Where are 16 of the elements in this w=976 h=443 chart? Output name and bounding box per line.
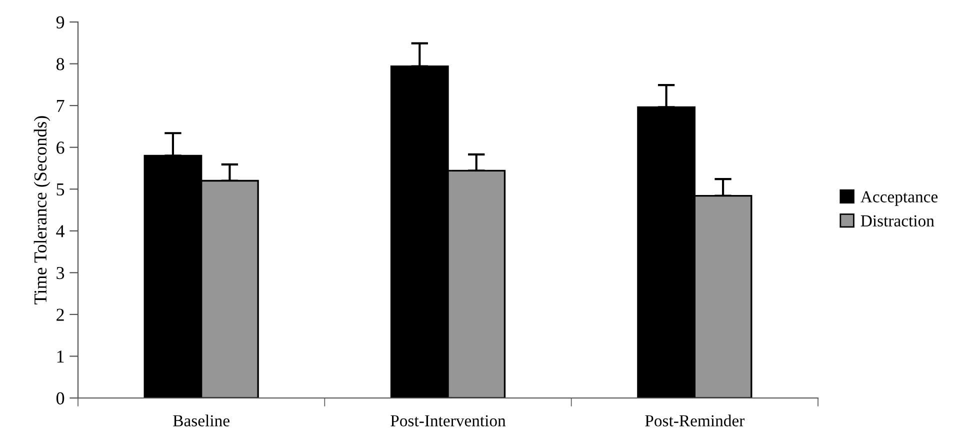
y-tick-label: 5 [56, 184, 64, 196]
y-tick-label: 0 [56, 392, 64, 404]
legend-label: Distraction [860, 215, 934, 226]
y-tick-label: 1 [57, 350, 64, 362]
y-tick-label: 6 [56, 142, 64, 154]
y-tick-label: 9 [56, 16, 64, 28]
y-tick-label: 2 [56, 308, 64, 321]
y-tick-label: 4 [56, 225, 65, 238]
x-tick-label: Post-Reminder [645, 414, 745, 426]
y-tick-label: 3 [56, 266, 64, 280]
x-tick-label: Baseline [173, 414, 230, 426]
x-tick-label: Post-Intervention [390, 415, 506, 426]
y-axis-title: Time Tolerance (Seconds) [34, 116, 50, 304]
y-tick-label: 7 [56, 100, 64, 112]
legend-label: Acceptance [860, 191, 938, 206]
y-tick-label: 8 [56, 58, 64, 70]
